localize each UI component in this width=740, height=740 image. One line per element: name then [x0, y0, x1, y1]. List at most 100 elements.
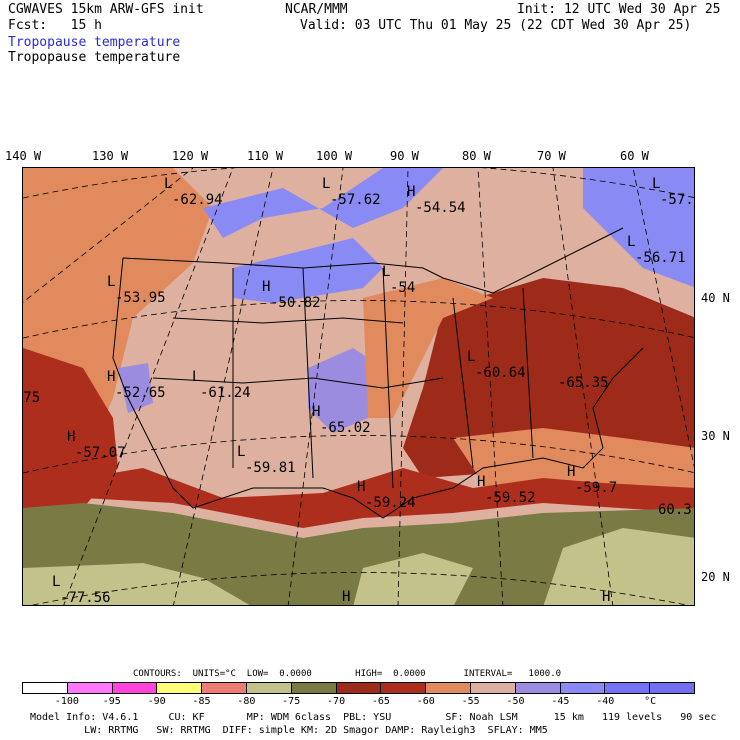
color-scale-swatch [23, 683, 68, 693]
extrema-value: -57.62 [330, 192, 381, 208]
high-marker: H [262, 279, 270, 295]
lat-label: 30 N [701, 429, 730, 443]
extrema-value: -77.56 [60, 590, 111, 606]
high-marker: H [312, 404, 320, 420]
extrema-value: 56.75 [23, 390, 40, 406]
color-scale-tick: -55 [461, 696, 480, 707]
color-scale-tick: °C [644, 696, 657, 707]
low-marker: L [467, 349, 475, 365]
high-marker: H [342, 589, 350, 605]
low-marker: L [237, 444, 245, 460]
color-scale-tick: -65 [371, 696, 390, 707]
high-marker: H [567, 464, 575, 480]
color-scale-swatch [381, 683, 427, 693]
high-marker: H [67, 429, 75, 445]
color-scale-swatch [246, 683, 292, 693]
color-scale-swatch [336, 683, 382, 693]
extrema-value: -65.35 [558, 375, 609, 391]
color-scale-tick: -85 [192, 696, 211, 707]
low-marker: L [107, 274, 115, 290]
color-scale-swatch [650, 683, 694, 693]
color-scale [22, 682, 695, 694]
extrema-value: -52.65 [115, 385, 166, 401]
extrema-value: -59.24 [365, 495, 416, 511]
extrema-value: -57.4 [660, 192, 695, 208]
low-marker: L [164, 176, 172, 192]
valid-time: Valid: 03 UTC Thu 01 May 25 (22 CDT Wed … [300, 18, 692, 33]
lon-label: 110 W [247, 149, 284, 163]
high-marker: H [477, 474, 485, 490]
color-scale-tick: -50 [506, 696, 525, 707]
extrema-value: -57.07 [75, 445, 126, 461]
field-region-gulf-tan [353, 553, 473, 605]
high-marker: H [602, 589, 610, 605]
high-marker: H [407, 184, 415, 200]
contours-info: CONTOURS: UNITS=°C LOW= 0.0000 HIGH= 0.0… [133, 669, 562, 679]
lon-label: 140 W [5, 149, 42, 163]
color-scale-tick: -100 [54, 696, 79, 707]
color-scale-tick: -60 [416, 696, 435, 707]
color-scale-swatch [291, 683, 337, 693]
lon-label: 80 W [462, 149, 491, 163]
field-region-pacific [23, 348, 118, 518]
color-scale-swatch [605, 683, 651, 693]
extrema-value: -61.24 [200, 385, 251, 401]
field-region-south-red [23, 468, 694, 528]
color-scale-swatch [67, 683, 113, 693]
extrema-value: -62.94 [172, 192, 223, 208]
forecast-hour: Fcst: 15 h [8, 18, 102, 33]
extrema-value: -56.71 [635, 250, 686, 266]
tropopause-temperature-map: L-62.94L-57.62H-54.54L-57.4L-56.71L-53.9… [22, 167, 695, 606]
color-scale-swatch [515, 683, 561, 693]
lon-label: 70 W [537, 149, 566, 163]
extrema-value: -65.02 [320, 420, 371, 436]
field-region-north-blue-2 [233, 238, 383, 303]
org-title: NCAR/MMM [285, 2, 348, 17]
political-boundaries [112, 227, 644, 519]
lat-label: 40 N [701, 291, 730, 305]
extrema-value: -54 [390, 280, 415, 296]
field-region-south-tan [23, 563, 250, 605]
color-scale-tick: -90 [147, 696, 166, 707]
model-info-line2: LW: RRTMG SW: RRTMG DIFF: simple KM: 2D … [30, 725, 548, 736]
low-marker: L [652, 176, 660, 192]
color-scale-swatch [470, 683, 516, 693]
color-scale-swatch [157, 683, 203, 693]
color-scale-tick: -95 [102, 696, 121, 707]
graticule [23, 168, 694, 605]
extrema-value: -60.64 [475, 365, 526, 381]
extrema-labels: L-62.94L-57.62H-54.54L-57.4L-56.71L-53.9… [23, 176, 695, 606]
field-region-north-blue [203, 168, 443, 238]
low-marker: L [192, 369, 200, 385]
lon-label: 60 W [620, 149, 649, 163]
color-scale-tick: -40 [596, 696, 615, 707]
extrema-value: -54.54 [415, 200, 466, 216]
extrema-value: -59.81 [245, 460, 296, 476]
field-region-pacific-blue [118, 363, 153, 413]
color-scale-tick: -80 [237, 696, 256, 707]
low-marker: L [52, 574, 60, 590]
extrema-value: -53.95 [115, 290, 166, 306]
lon-label: 120 W [172, 149, 209, 163]
color-scale-tick: -70 [327, 696, 346, 707]
model-title: CGWAVES 15km ARW-GFS init [8, 2, 204, 17]
color-scale-swatch [202, 683, 247, 693]
low-marker: L [322, 176, 330, 192]
field-region-east-orange [363, 278, 493, 418]
lon-label: 130 W [92, 149, 129, 163]
color-scale-tick: -75 [282, 696, 301, 707]
lon-label: 90 W [390, 149, 419, 163]
color-scale-swatch [112, 683, 158, 693]
extrema-value: -59.52 [485, 490, 536, 506]
low-marker: L [627, 234, 635, 250]
lat-label: 20 N [701, 570, 730, 584]
field-title-contour: Tropopause temperature [8, 50, 181, 65]
high-marker: H [357, 479, 365, 495]
field-region-plains-blue [308, 348, 383, 433]
color-scale-swatch [426, 683, 471, 693]
low-marker: L [382, 264, 390, 280]
color-scale-tick: -45 [551, 696, 570, 707]
lon-label: 100 W [316, 149, 353, 163]
high-marker: H [107, 369, 115, 385]
extrema-value: 60.3 [658, 502, 692, 518]
